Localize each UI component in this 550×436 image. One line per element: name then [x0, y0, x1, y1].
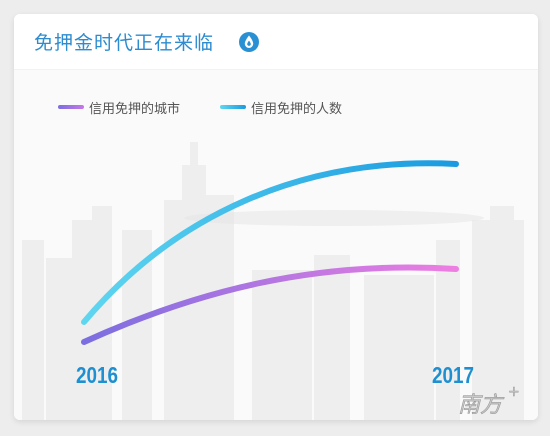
plot-area: [81, 160, 459, 345]
legend-label-people: 信用免押的人数: [251, 102, 343, 117]
card-header: 免押金时代正在来临: [14, 14, 538, 70]
chart-area: 信用免押的城市 信用免押的人数 2016 2017: [14, 70, 538, 420]
svg-text:+: +: [508, 384, 520, 400]
legend-label-cities: 信用免押的城市: [89, 102, 181, 117]
water-drop-icon: [239, 32, 259, 52]
x-tick-2016: 2016: [76, 362, 118, 388]
legend-swatch-people: [220, 105, 246, 109]
legend-swatch-cities: [58, 105, 84, 109]
chart-card: 免押金时代正在来临: [14, 14, 538, 420]
series-line-people: [81, 160, 459, 325]
nanfang-plus-watermark-logo: 南方 +: [458, 384, 520, 419]
series-line-cities: [81, 264, 459, 345]
city-skyline-background: [22, 142, 524, 420]
x-tick-2017: 2017: [432, 362, 474, 388]
svg-text:南方: 南方: [458, 393, 505, 418]
chart-title: 免押金时代正在来临: [34, 32, 215, 54]
